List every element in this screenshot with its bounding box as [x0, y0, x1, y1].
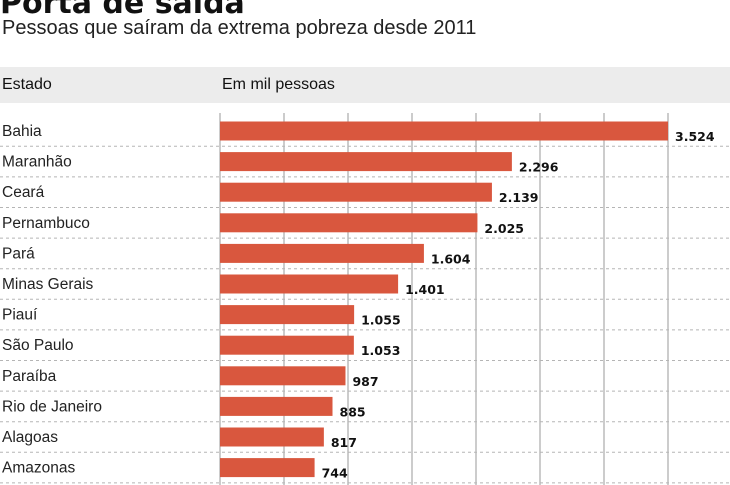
- row-separators: [0, 145, 730, 484]
- bar: [220, 152, 512, 172]
- category-label: São Paulo: [2, 337, 74, 354]
- category-label: Maranhão: [2, 154, 72, 171]
- chart-subtitle: Pessoas que saíram da extrema pobreza de…: [2, 17, 477, 39]
- category-label: Rio de Janeiro: [2, 398, 102, 415]
- category-label: Ceará: [2, 184, 45, 201]
- value-label: 1.055: [361, 313, 401, 328]
- column-header-state: Estado: [2, 76, 52, 93]
- value-label: 1.401: [405, 282, 445, 297]
- category-label: Paraíba: [2, 368, 57, 385]
- value-label: 1.053: [361, 343, 401, 358]
- category-label: Alagoas: [2, 429, 58, 446]
- value-label: 817: [331, 435, 357, 450]
- category-label: Amazonas: [2, 460, 75, 477]
- bar: [220, 427, 324, 447]
- category-label: Minas Gerais: [2, 276, 94, 293]
- bar: [220, 335, 354, 355]
- column-header-band: [0, 67, 730, 103]
- bar: [220, 121, 668, 141]
- category-label: Piauí: [2, 307, 38, 324]
- bar: [220, 366, 346, 386]
- column-header-unit: Em mil pessoas: [222, 76, 335, 93]
- bar: [220, 458, 315, 478]
- value-label: 885: [340, 404, 366, 419]
- category-label: Pernambuco: [2, 215, 90, 232]
- bar: [220, 243, 424, 263]
- bar: [220, 182, 492, 202]
- chart-title: Porta de saída: [0, 0, 245, 21]
- value-label: 2.296: [519, 160, 559, 175]
- value-label: 744: [322, 466, 348, 481]
- value-label: 3.524: [675, 129, 715, 144]
- bar: [220, 396, 333, 416]
- bar: [220, 305, 355, 325]
- value-label: 2.139: [499, 190, 539, 205]
- value-label: 1.604: [431, 251, 471, 266]
- category-label: Pará: [2, 245, 35, 262]
- value-label: 2.025: [484, 221, 524, 236]
- bar: [220, 274, 399, 294]
- value-label: 987: [352, 374, 378, 389]
- bar: [220, 213, 478, 233]
- category-label: Bahia: [2, 123, 42, 140]
